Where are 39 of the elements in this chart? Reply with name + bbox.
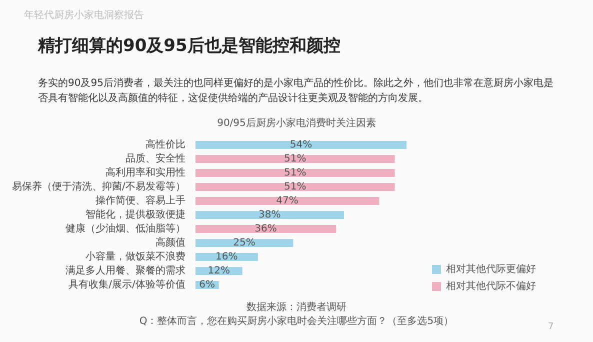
bar xyxy=(195,183,395,191)
data-label: 51% xyxy=(284,168,306,179)
y-tick-label: 具有收集/展示/体验等价值 xyxy=(68,278,186,291)
y-tick-label: 操作简便、容易上手 xyxy=(95,194,186,207)
chart-title: 精打细算的90及95后也是智能控和颜控 xyxy=(38,35,340,57)
y-tick-label: 高颜值 xyxy=(155,236,186,249)
legend-label: 相对其他代际更偏好 xyxy=(446,262,536,276)
y-tick-label: 满足多人用餐、聚餐的需求 xyxy=(65,264,186,277)
y-tick-label: 品质、安全性 xyxy=(125,152,186,165)
data-label: 25% xyxy=(233,238,256,249)
data-label: 36% xyxy=(254,224,277,235)
y-tick-label: 智能化，提供极致便捷 xyxy=(85,208,186,221)
text: Q：整体而言，您在购买厨房小家电时会关注哪些方面？（至多选5项） xyxy=(139,316,454,327)
bar xyxy=(195,141,407,149)
y-tick-label: 易保养（便于清洗、抑菌/不易发霉等） xyxy=(12,180,186,193)
y-tick-label: 高利用率和实用性 xyxy=(105,166,186,179)
bar xyxy=(195,155,395,163)
data-label: 54% xyxy=(290,140,312,151)
data-label: 51% xyxy=(284,154,306,165)
y-tick-label: 健康（少油烟、低油脂等） xyxy=(65,222,186,235)
bar xyxy=(195,239,294,247)
legend-label: 相对其他代际不偏好 xyxy=(446,280,536,293)
data-label: 12% xyxy=(208,266,230,277)
data-label: 51% xyxy=(284,182,306,193)
bar xyxy=(195,225,336,233)
y-tick-label: 高性价比 xyxy=(145,138,186,151)
bar xyxy=(195,211,344,219)
text: 年轻代厨房小家电洞察报告 xyxy=(24,8,144,22)
text: 7 xyxy=(548,322,554,332)
chart-subtitle: 务实的90及95后消费者，最关注的也同样更偏好的是小家电产品的性价比。除此之外，他们也非常在意厨房小家电是否具有智能化以及高颜值的特征，这促使供给端的产品设计往更美观及智能的方向发展。 xyxy=(38,76,554,106)
bar xyxy=(195,169,395,177)
text: 90/95后厨房小家电消费时关注因素 xyxy=(216,116,377,130)
data-label: 16% xyxy=(216,252,238,263)
data-label: 6% xyxy=(199,280,216,291)
y-tick-label: 小容量，做饭菜不浪费 xyxy=(85,250,186,263)
data-label: 38% xyxy=(258,210,281,221)
data-label: 47% xyxy=(276,196,298,207)
source-note: 数据来源：消费者调研 xyxy=(246,300,348,314)
bar xyxy=(195,197,380,205)
